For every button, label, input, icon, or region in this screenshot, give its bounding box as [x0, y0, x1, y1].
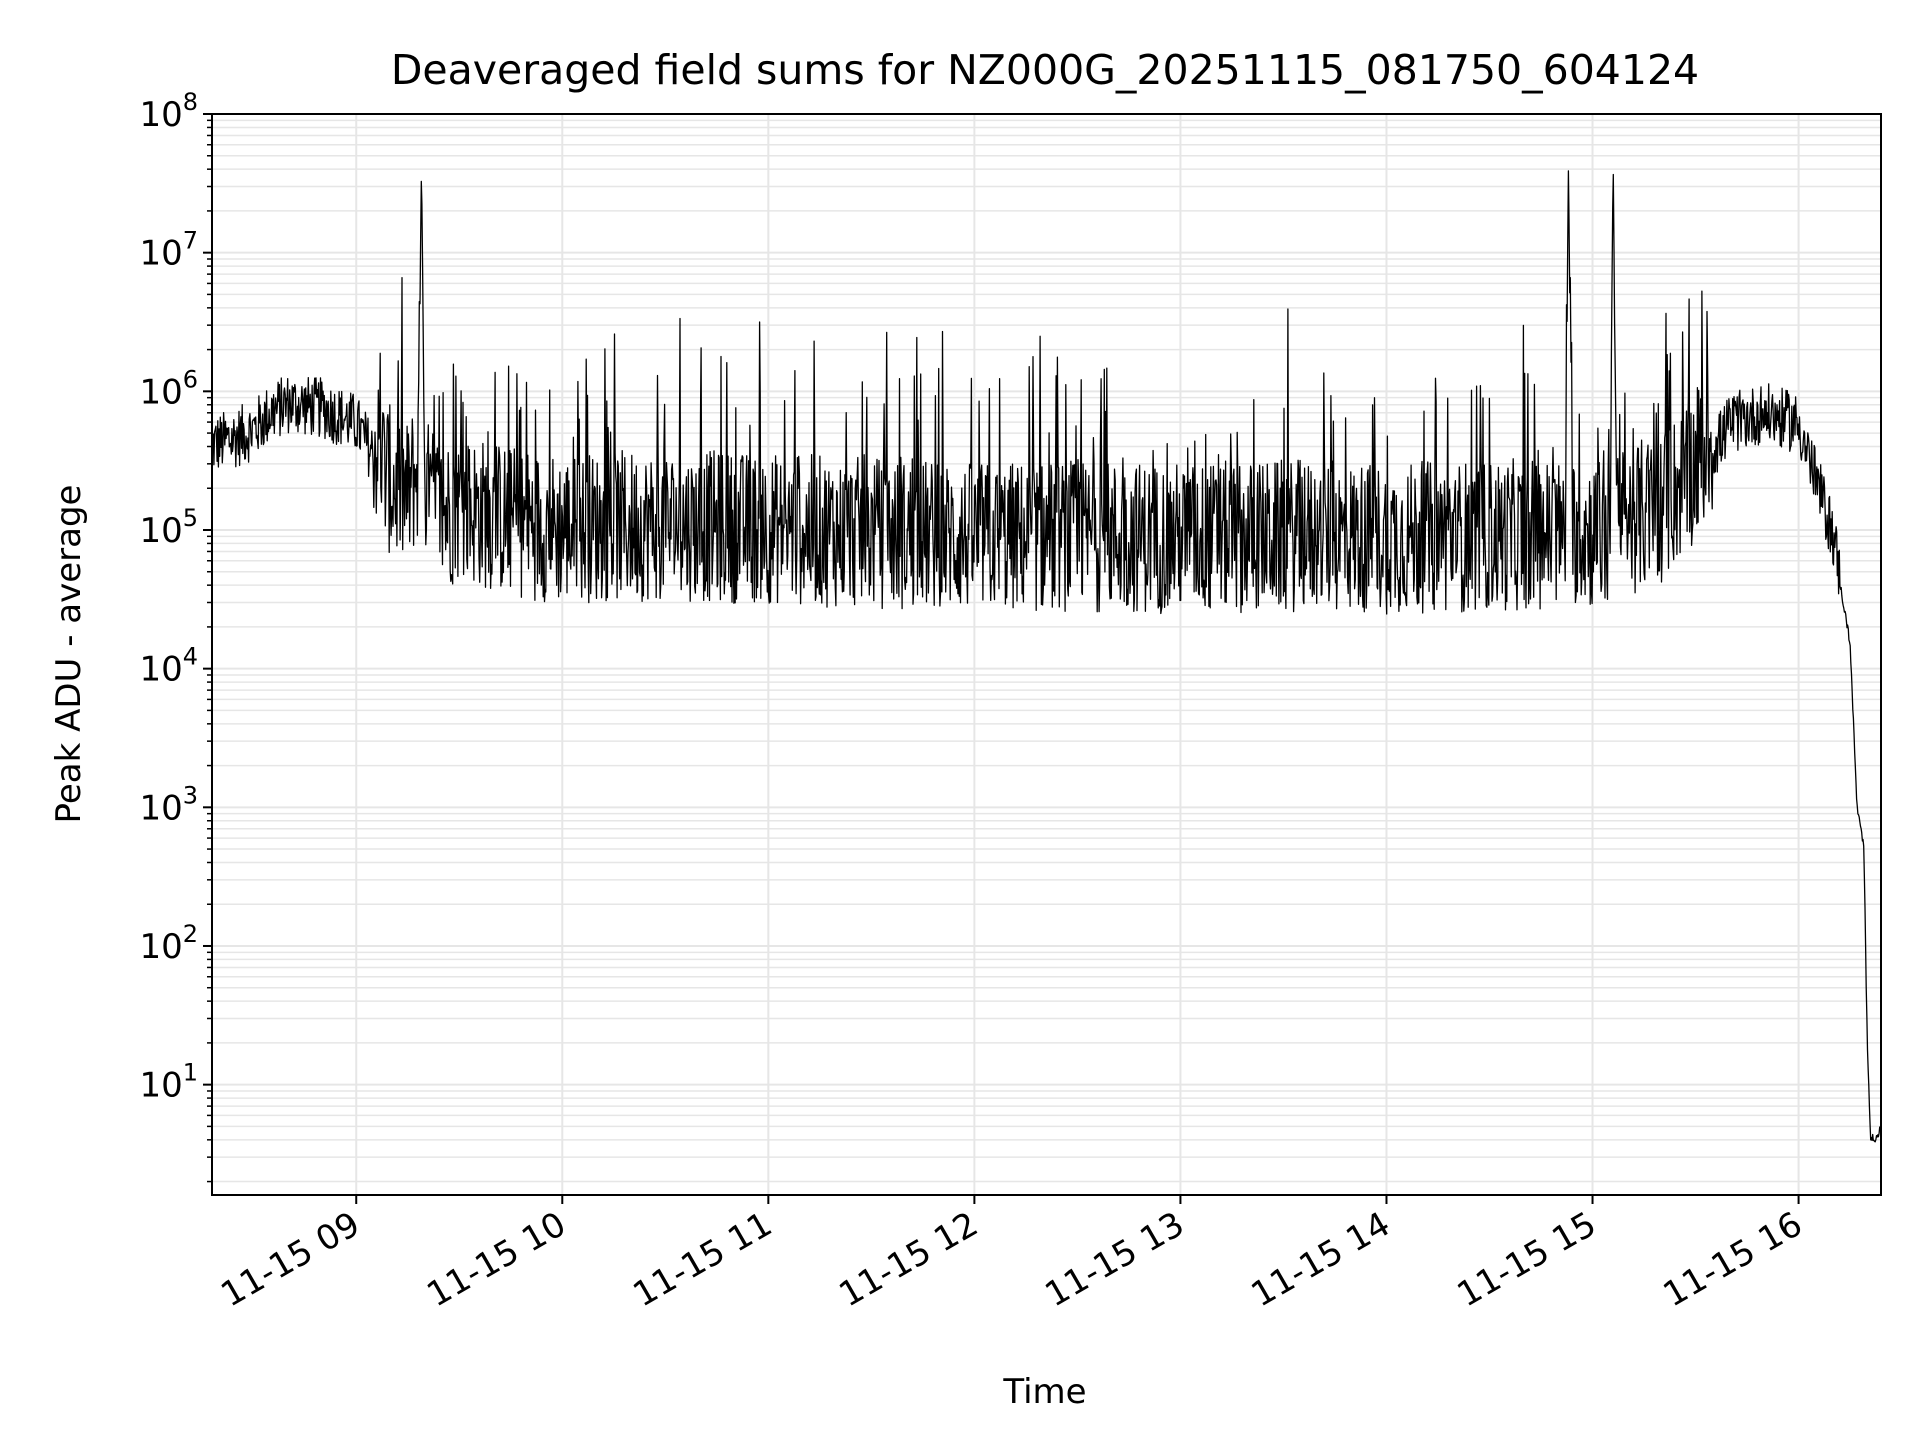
series-line: [211, 170, 1882, 1143]
y-tick-label: 102: [139, 920, 198, 967]
y-tick-label: 104: [139, 643, 198, 690]
x-axis-label: Time: [1002, 1372, 1086, 1412]
axes-frame: [211, 113, 1882, 1196]
y-axis-label: Peak ADU - average: [49, 485, 89, 824]
y-tick-label: 105: [139, 504, 198, 551]
chart-title: Deaveraged field sums for NZ000G_2025111…: [391, 46, 1699, 94]
y-tick-label: 101: [139, 1059, 198, 1106]
y-tick-label: 107: [139, 227, 198, 274]
grid-minor: [212, 119, 1881, 1183]
plot-area: [211, 170, 1882, 1143]
y-tick-label: 103: [139, 781, 198, 828]
y-tick-labels: 101 102 103 104 105 106 107 108: [139, 88, 198, 1106]
ticks: [203, 113, 1800, 1204]
y-tick-label: 108: [139, 88, 198, 135]
y-tick-label: 106: [139, 365, 198, 412]
